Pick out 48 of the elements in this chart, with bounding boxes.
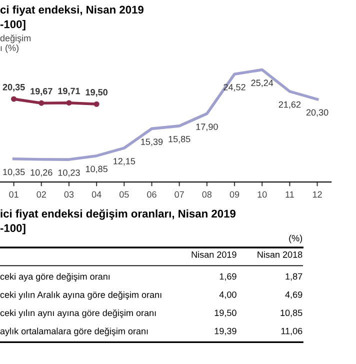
text: aylık ortalamalara göre değişim oranı	[0, 328, 148, 336]
x-tick-label: 09	[230, 191, 240, 198]
data-label: 20,30	[306, 109, 328, 117]
data-label: 19,71	[58, 88, 80, 96]
data-label: 24,52	[224, 84, 246, 92]
text: 1,87	[286, 273, 302, 281]
chart-subtitle: -100]	[0, 20, 26, 30]
x-tick-label: 04	[92, 191, 102, 198]
text: ceki aya göre değişim oranı	[0, 273, 110, 282]
text: ceki yılın aynı ayına göre değişim oranı	[0, 309, 156, 318]
data-label: 21,62	[278, 101, 301, 109]
x-tick-label: 11	[286, 191, 294, 198]
data-label: 15,85	[168, 136, 190, 144]
x-tick-label: 06	[147, 191, 156, 198]
text: ceki yılın Aralık ayına göre değişim oranı	[0, 291, 162, 300]
data-label: 17,90	[196, 124, 218, 132]
text: 10,85	[280, 310, 302, 318]
text: (%)	[289, 234, 302, 244]
text: 19,39	[214, 328, 236, 336]
text: 1,69	[220, 273, 236, 281]
y-axis-title: değişim ı (%)	[0, 34, 31, 53]
data-label: 12,15	[114, 158, 136, 166]
data-label: 25,24	[251, 80, 274, 88]
text: Nisan 2018	[258, 251, 302, 258]
text: 4,69	[285, 291, 302, 299]
chart-title: ci fiyat endeksi, Nisan 2019	[0, 5, 144, 16]
text: Nisan 2019	[192, 251, 236, 258]
data-label: 19,50	[86, 89, 108, 97]
x-tick-label: 10	[258, 191, 267, 198]
data-label: 10,85	[86, 166, 108, 174]
data-label: 20,35	[2, 84, 25, 92]
x-tick-label: 12	[312, 191, 322, 198]
text: 19,50	[214, 310, 236, 318]
text: -100]	[0, 224, 26, 234]
data-label: 10,23	[58, 169, 80, 177]
x-tick-label: 07	[174, 191, 184, 198]
x-tick-label: 03	[64, 191, 74, 198]
data-label: 15,39	[141, 138, 163, 146]
data-label: 19,67	[30, 88, 52, 96]
data-label: 10,35	[3, 168, 25, 176]
text: 11,06	[281, 328, 302, 336]
x-tick-label: 01	[9, 191, 18, 198]
text: ici fiyat endeksi değişim oranları, Nisan 2019	[0, 209, 236, 220]
data-label: 10,26	[30, 169, 52, 177]
x-tick-label: 02	[36, 191, 46, 198]
x-tick-label: 05	[119, 191, 129, 198]
x-tick-label: 08	[202, 191, 212, 198]
text: 4,00	[219, 291, 236, 299]
